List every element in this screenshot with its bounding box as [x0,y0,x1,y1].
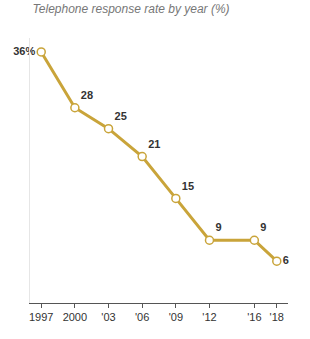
svg-text:21: 21 [148,138,160,150]
svg-text:'12: '12 [202,311,216,323]
svg-text:'16: '16 [247,311,261,323]
svg-text:9: 9 [260,221,266,233]
svg-text:15: 15 [182,180,194,192]
svg-text:25: 25 [115,110,127,122]
svg-text:'09: '09 [169,311,183,323]
svg-text:'06: '06 [135,311,149,323]
svg-text:'18: '18 [270,311,284,323]
svg-text:28: 28 [81,89,93,101]
svg-text:'03: '03 [101,311,115,323]
svg-text:2000: 2000 [63,311,87,323]
svg-text:Telephone response rate by yea: Telephone response rate by year (%) [33,2,230,16]
svg-text:9: 9 [215,221,221,233]
svg-text:1997: 1997 [29,311,53,323]
svg-text:36%: 36% [13,45,35,57]
svg-text:6: 6 [283,254,289,266]
